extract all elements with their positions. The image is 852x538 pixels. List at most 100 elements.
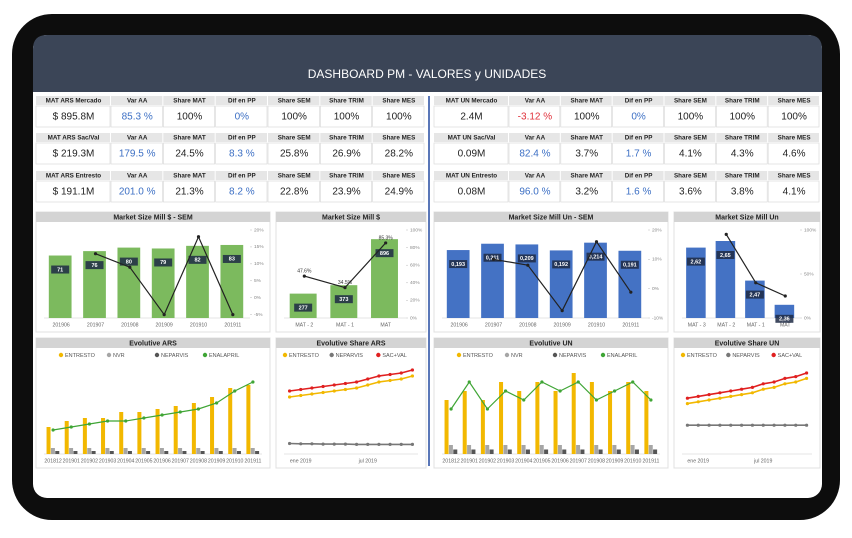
legend-swatch	[726, 352, 731, 358]
column-header: Dif en PP	[228, 134, 256, 141]
column-header: Share SEM	[674, 97, 707, 104]
header-cell	[560, 96, 612, 105]
x-tick-label: MAT - 2	[717, 322, 735, 328]
kpi-value: 23.9%	[332, 187, 360, 198]
bar	[164, 451, 169, 454]
bar	[173, 406, 178, 454]
bar	[186, 245, 209, 318]
line-point	[526, 263, 530, 267]
chart-title: Evolutive Share ARS	[317, 340, 386, 347]
kpi-value: 1.7 %	[626, 149, 652, 160]
line-point	[772, 380, 776, 384]
line-point	[399, 442, 403, 446]
bar	[141, 448, 146, 454]
value-cell	[372, 105, 425, 128]
bar-label-bg	[375, 249, 394, 258]
line-point	[718, 396, 722, 400]
kpi-value: 96.0 %	[519, 187, 550, 198]
line-point	[729, 423, 733, 427]
line-point	[287, 441, 292, 446]
line-point	[366, 377, 370, 381]
column-header: Share MES	[778, 172, 811, 179]
legend-swatch	[456, 352, 462, 358]
x-tick-label: 201907	[570, 458, 587, 464]
bar-label-bg	[775, 314, 794, 323]
line-point	[233, 389, 237, 393]
bar-label-bg	[686, 257, 705, 266]
kpi-value: 2.4M	[460, 112, 482, 123]
bar-label-bg	[483, 253, 502, 262]
column-header: Dif en PP	[228, 172, 256, 179]
line-point	[196, 407, 201, 411]
bar	[119, 412, 124, 454]
line-point	[761, 387, 765, 391]
x-tick-label: 201903	[497, 458, 514, 464]
y2-tick-label: 50%	[804, 271, 814, 277]
line-point	[612, 389, 617, 393]
kpi-value: 26.9%	[332, 149, 360, 160]
value-cell	[716, 105, 768, 128]
header-cell	[163, 171, 215, 180]
value-cell	[560, 180, 612, 203]
line-point	[377, 442, 381, 446]
bar	[82, 418, 87, 454]
column-header: Share SEM	[278, 172, 311, 179]
column-header: Share MAT	[173, 172, 206, 179]
bar	[481, 243, 504, 318]
value-cell	[508, 180, 561, 203]
x-tick-label: ene 2019	[687, 458, 709, 464]
bar-label-bg	[154, 258, 173, 267]
line-point	[594, 240, 599, 244]
header-cell	[111, 171, 163, 180]
line-point	[343, 286, 347, 290]
bar	[539, 445, 544, 454]
kpi-value: 0%	[631, 112, 646, 123]
column-header: Share TRIM	[725, 134, 760, 141]
bar-label-bg	[222, 254, 241, 263]
bar	[105, 448, 110, 454]
chart-title: Market Size Mill $ - SEM	[113, 214, 193, 221]
column-header: Share SEM	[278, 97, 311, 104]
line-point	[287, 395, 292, 399]
line-point	[354, 380, 359, 384]
header-cell	[320, 171, 372, 180]
bar	[608, 391, 613, 454]
column-header: Var AA	[127, 172, 148, 179]
line-point	[105, 419, 110, 423]
value-cell	[433, 105, 509, 128]
header-cell	[664, 96, 716, 105]
line-point	[729, 389, 733, 393]
line-point	[388, 378, 392, 383]
bar-label: 0,214	[589, 254, 604, 260]
kpi-value: $ 895.8M	[53, 112, 95, 123]
line-point	[332, 389, 336, 393]
bar	[612, 445, 617, 454]
line-point	[366, 383, 370, 387]
bar	[210, 397, 215, 454]
header-cell	[612, 171, 664, 180]
series-line	[687, 377, 807, 405]
value-cell	[612, 142, 664, 165]
bar	[589, 382, 594, 454]
bar	[453, 449, 458, 454]
value-cell	[560, 142, 612, 165]
line-point	[93, 252, 98, 256]
value-cell	[508, 142, 561, 165]
line-point	[783, 382, 787, 386]
bar	[196, 448, 201, 454]
line-point	[354, 442, 359, 446]
bar-label-bg	[119, 257, 138, 266]
bar	[462, 391, 467, 454]
line-point	[399, 371, 403, 375]
header-cell	[372, 96, 424, 105]
x-tick-label: 201910	[190, 322, 207, 328]
bar	[525, 449, 530, 454]
y2-tick-label: 20%	[254, 227, 264, 233]
kpi-value: 82.4 %	[519, 149, 550, 160]
line-point	[388, 442, 392, 446]
x-tick-label: 201909	[554, 322, 571, 328]
x-tick-label: 201907	[485, 322, 502, 328]
line-point	[87, 422, 92, 426]
kpi-value: 22.8%	[280, 187, 308, 198]
x-tick-label: 201906	[451, 322, 468, 328]
